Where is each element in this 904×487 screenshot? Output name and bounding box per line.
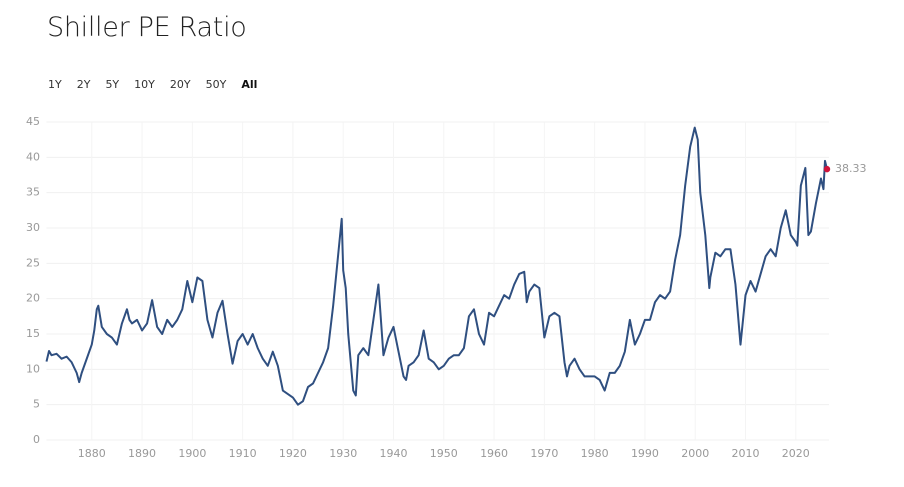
x-tick-label: 1960 [480, 447, 508, 460]
range-button[interactable]: 10Y [134, 78, 155, 91]
range-button[interactable]: 2Y [76, 78, 91, 91]
y-tick-label: 20 [26, 292, 40, 305]
range-button[interactable]: All [241, 78, 258, 91]
y-tick-label: 5 [33, 398, 40, 411]
x-tick-label: 1920 [279, 447, 307, 460]
end-marker [823, 165, 831, 173]
x-tick-label: 1940 [379, 447, 407, 460]
x-tick-label: 1880 [78, 447, 106, 460]
chart-title: Shiller PE Ratio [47, 12, 247, 43]
y-tick-label: 35 [26, 186, 40, 199]
x-tick-label: 1910 [229, 447, 257, 460]
y-tick-label: 25 [26, 256, 40, 269]
end-label: 38.33 [835, 162, 867, 175]
x-tick-label: 2000 [681, 447, 709, 460]
range-selector: 1Y 2Y 5Y 10Y 20Y 50Y All [48, 78, 272, 91]
y-tick-label: 0 [33, 433, 40, 446]
range-button[interactable]: 1Y [48, 78, 62, 91]
data-line [45, 126, 828, 406]
y-tick-label: 45 [26, 115, 40, 128]
x-tick-label: 1980 [581, 447, 609, 460]
x-tick-label: 1950 [430, 447, 458, 460]
range-button[interactable]: 5Y [105, 78, 120, 91]
x-tick-label: 1970 [530, 447, 558, 460]
range-button[interactable]: 50Y [205, 78, 227, 91]
x-tick-label: 1930 [329, 447, 357, 460]
x-tick-label: 1900 [178, 447, 206, 460]
y-tick-label: 30 [26, 221, 40, 234]
y-tick-label: 15 [26, 327, 40, 340]
x-tick-label: 1990 [631, 447, 659, 460]
range-button[interactable]: 20Y [169, 78, 191, 91]
y-tick-label: 40 [26, 150, 40, 163]
x-tick-label: 1890 [128, 447, 156, 460]
x-tick-label: 2020 [782, 447, 810, 460]
x-tick-label: 2010 [732, 447, 760, 460]
y-tick-label: 10 [26, 362, 40, 375]
